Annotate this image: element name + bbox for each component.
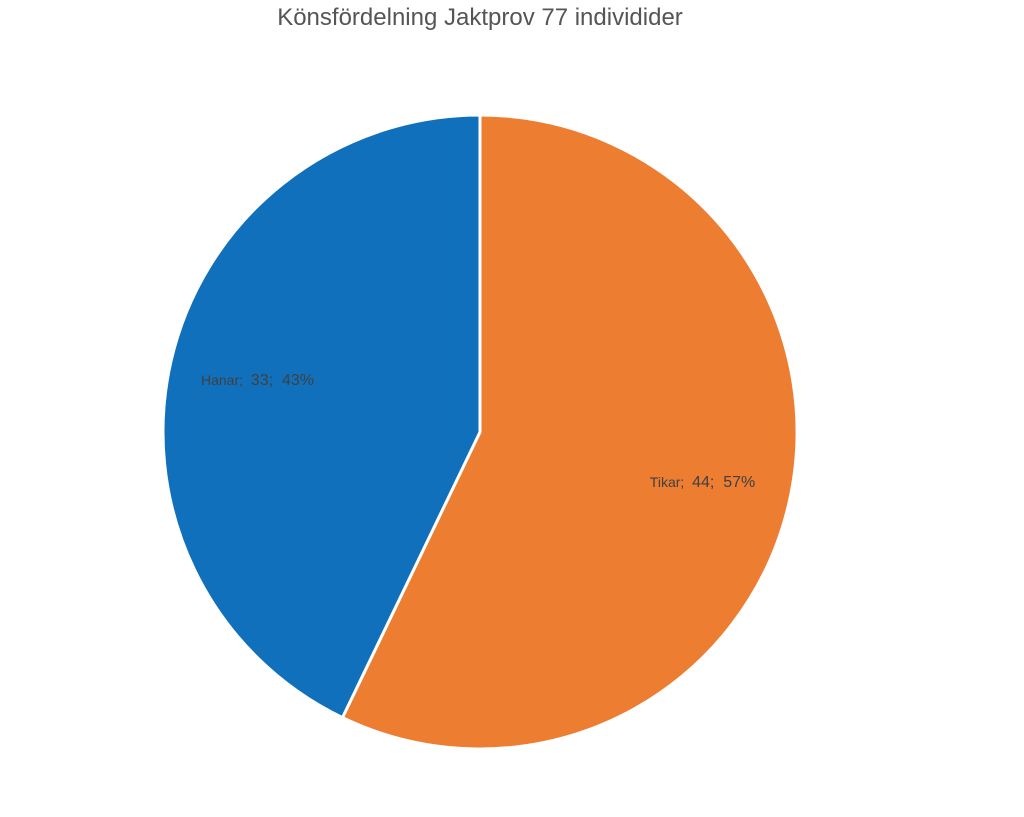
pie-slice-hanar xyxy=(161,113,482,720)
chart-title: Könsfördelning Jaktprov 77 individider xyxy=(277,4,683,31)
data-label-category: Tikar; xyxy=(650,473,692,489)
data-label-value: 33; xyxy=(251,372,282,389)
pie-slice-tikar xyxy=(340,113,799,751)
data-label-tikar: Tikar; 44; 57% xyxy=(650,473,755,491)
pie-slices xyxy=(161,113,799,751)
data-label-percent: 57% xyxy=(723,474,755,491)
pie-labels: Tikar; 44; 57% Hanar; 33; 43% xyxy=(201,372,755,491)
data-label-value: 44; xyxy=(692,474,723,491)
data-label-category: Hanar; xyxy=(201,372,251,388)
data-label-percent: 43% xyxy=(282,372,314,389)
data-label-hanar: Hanar; 33; 43% xyxy=(201,372,314,390)
